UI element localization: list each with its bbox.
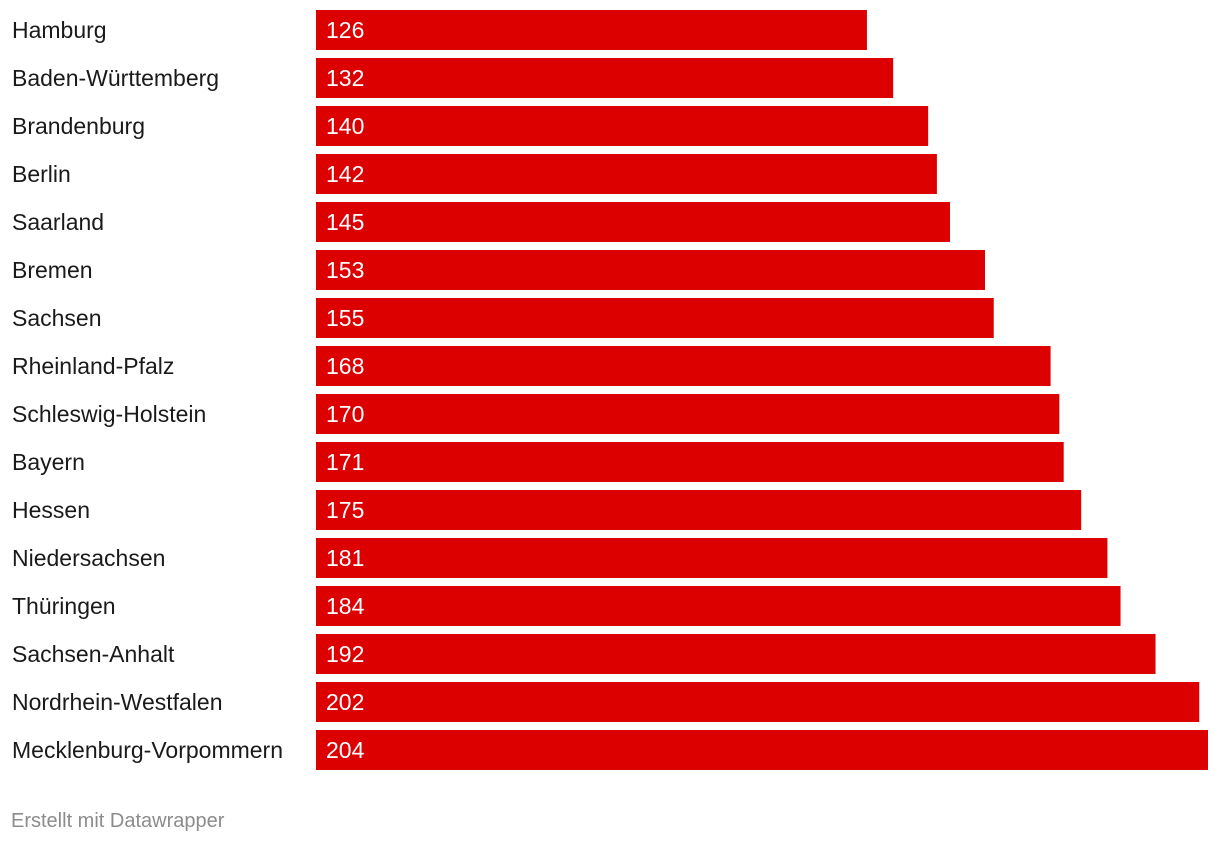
- value-label: 181: [326, 545, 364, 571]
- category-label: Bremen: [12, 257, 93, 283]
- bar-row-hamburg: Hamburg 126: [12, 10, 867, 50]
- category-label: Thüringen: [12, 593, 116, 619]
- bar: [316, 490, 1082, 530]
- category-label: Baden-Württemberg: [12, 65, 219, 91]
- bar-row-niedersachsen: Niedersachsen 181: [12, 538, 1108, 578]
- value-label: 155: [326, 305, 364, 331]
- bar: [316, 106, 929, 146]
- bar-row-saarland: Saarland 145: [12, 202, 951, 242]
- value-label: 204: [326, 737, 365, 763]
- category-label: Hamburg: [12, 17, 107, 43]
- bar-row-nordrhein-westfalen: Nordrhein-Westfalen 202: [12, 682, 1200, 722]
- value-label: 170: [326, 401, 364, 427]
- category-label: Berlin: [12, 161, 71, 187]
- bar-chart: Hamburg 126 Baden-Württemberg 132 Brandenbur…: [12, 10, 1208, 770]
- value-label: 145: [326, 209, 364, 235]
- value-label: 184: [326, 593, 365, 619]
- bar-row-bayern: Bayern 171: [12, 442, 1064, 482]
- bar: [316, 10, 867, 50]
- footer-credit: Erstellt mit Datawrapper: [11, 810, 225, 832]
- value-label: 202: [326, 689, 364, 715]
- category-label: Niedersachsen: [12, 545, 165, 571]
- bar: [316, 298, 994, 338]
- bar: [316, 442, 1064, 482]
- value-label: 126: [326, 17, 364, 43]
- bar: [316, 682, 1200, 722]
- bar: [316, 634, 1156, 674]
- bar-row-thueringen: Thüringen 184: [12, 586, 1121, 626]
- bar-row-mecklenburg-vorpommern: Mecklenburg-Vorpommern 204: [12, 730, 1208, 770]
- value-label: 168: [326, 353, 364, 379]
- value-label: 140: [326, 113, 364, 139]
- value-label: 171: [326, 449, 364, 475]
- category-label: Bayern: [12, 449, 85, 475]
- bar: [316, 202, 951, 242]
- category-label: Sachsen-Anhalt: [12, 641, 175, 667]
- value-label: 175: [326, 497, 364, 523]
- bar-row-baden-wuerttemberg: Baden-Württemberg 132: [12, 58, 894, 98]
- category-label: Saarland: [12, 209, 104, 235]
- category-label: Rheinland-Pfalz: [12, 353, 174, 379]
- category-label: Nordrhein-Westfalen: [12, 689, 223, 715]
- value-label: 142: [326, 161, 364, 187]
- bar: [316, 58, 894, 98]
- value-label: 153: [326, 257, 364, 283]
- bar-row-rheinland-pfalz: Rheinland-Pfalz 168: [12, 346, 1051, 386]
- bar: [316, 346, 1051, 386]
- bar-row-schleswig-holstein: Schleswig-Holstein 170: [12, 394, 1060, 434]
- bar: [316, 538, 1108, 578]
- category-label: Mecklenburg-Vorpommern: [12, 737, 283, 763]
- bar-row-sachsen-anhalt: Sachsen-Anhalt 192: [12, 634, 1156, 674]
- bar-row-berlin: Berlin 142: [12, 154, 937, 194]
- bar: [316, 154, 937, 194]
- bar: [316, 250, 985, 290]
- bar-row-brandenburg: Brandenburg 140: [12, 106, 929, 146]
- bar-row-hessen: Hessen 175: [12, 490, 1082, 530]
- value-label: 132: [326, 65, 364, 91]
- category-label: Sachsen: [12, 305, 102, 331]
- bar-row-sachsen: Sachsen 155: [12, 298, 994, 338]
- category-label: Hessen: [12, 497, 90, 523]
- bar-row-bremen: Bremen 153: [12, 250, 985, 290]
- category-label: Brandenburg: [12, 113, 145, 139]
- bar: [316, 730, 1208, 770]
- category-label: Schleswig-Holstein: [12, 401, 206, 427]
- bar: [316, 394, 1060, 434]
- bar: [316, 586, 1121, 626]
- value-label: 192: [326, 641, 364, 667]
